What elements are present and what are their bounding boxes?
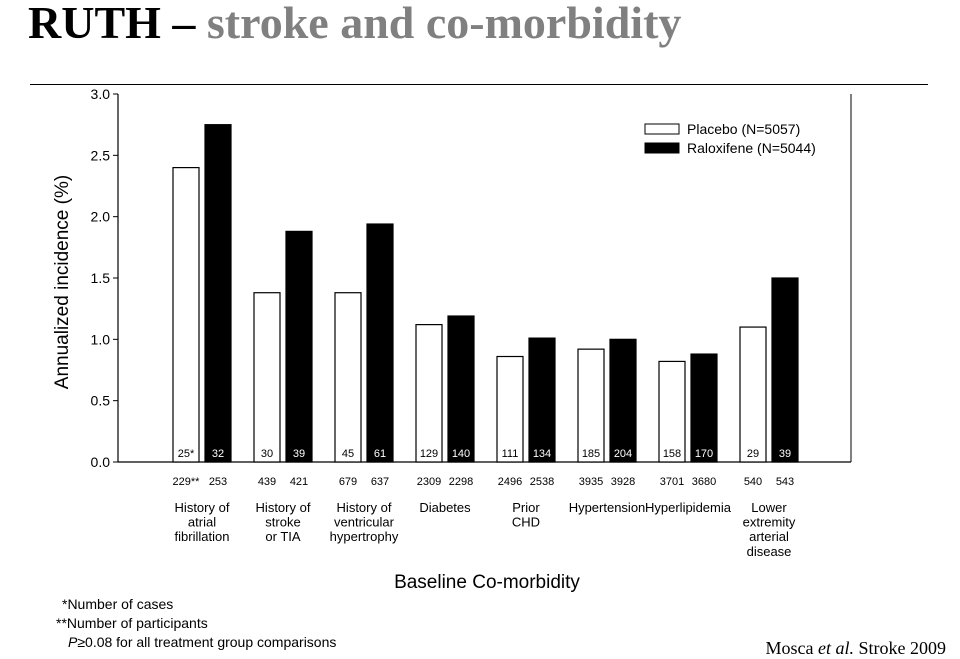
category-label: or TIA xyxy=(265,529,300,544)
category-label: hypertrophy xyxy=(330,529,399,544)
participant-count-label: 3928 xyxy=(611,476,635,488)
case-count-label: 29 xyxy=(747,448,759,460)
citation-etal: et al. xyxy=(818,638,854,658)
legend-swatch-raloxifene xyxy=(644,142,680,154)
case-count-label: 45 xyxy=(342,448,354,460)
participant-count-label: 543 xyxy=(776,476,794,488)
case-count-label: 39 xyxy=(779,448,791,460)
category-label: atrial xyxy=(188,515,216,530)
category-label: arterial xyxy=(749,529,789,544)
participant-count-label: 3680 xyxy=(692,476,716,488)
bar-placebo xyxy=(658,360,686,463)
bar-placebo xyxy=(415,324,443,463)
chart-bars xyxy=(172,124,799,463)
participant-count-label: 2298 xyxy=(449,476,473,488)
y-tick-label: 2.5 xyxy=(91,147,111,163)
case-count-label: 111 xyxy=(502,448,519,460)
chart-axes: 0.0 0.5 1.0 1.5 2.0 2.5 3.0 Annualized incidenc… xyxy=(52,86,852,593)
legend-swatch-placebo xyxy=(644,123,680,135)
footnote-p-text: ≥0.08 for all treatment group comparison… xyxy=(77,634,337,650)
x-axis-label: Baseline Co-morbidity xyxy=(394,572,580,593)
participant-count-label: 439 xyxy=(258,476,276,488)
participant-count-label: 421 xyxy=(290,476,308,488)
bar-raloxifene xyxy=(690,353,718,463)
case-count-label: 134 xyxy=(533,448,551,460)
category-label: disease xyxy=(747,544,792,559)
bar-placebo xyxy=(496,355,524,463)
bar-raloxifene xyxy=(447,315,475,463)
category-label: extremity xyxy=(743,515,796,530)
category-label: History of xyxy=(256,500,311,515)
participant-count-label: 679 xyxy=(339,476,357,488)
case-count-label: 30 xyxy=(261,448,273,460)
y-tick-label: 3.0 xyxy=(91,86,111,102)
footnote-cases: *Number of cases xyxy=(62,596,174,612)
footnote-p-symbol: P xyxy=(68,634,78,650)
bar-raloxifene xyxy=(771,277,799,463)
category-label: fibrillation xyxy=(175,529,230,544)
case-count-label: 39 xyxy=(293,448,305,460)
citation: Mosca et al. Stroke 2009 xyxy=(766,638,947,659)
citation-source: Stroke 2009 xyxy=(854,638,947,658)
bar-raloxifene xyxy=(528,337,556,463)
participant-count-label: 2496 xyxy=(498,476,522,488)
case-count-label: 185 xyxy=(582,448,600,460)
participant-count-label: 253 xyxy=(209,476,227,488)
case-count-label: 129 xyxy=(420,448,438,460)
legend-label-raloxifene: Raloxifene (N=5044) xyxy=(687,140,816,156)
title-main: RUTH xyxy=(28,0,161,48)
y-tick-label: 0.5 xyxy=(91,393,111,409)
footnotes: *Number of cases **Number of participant… xyxy=(56,595,336,652)
bar-raloxifene xyxy=(285,230,313,463)
case-count-label: 61 xyxy=(374,448,386,460)
participant-count-label: 229** xyxy=(173,476,201,488)
bar-raloxifene xyxy=(609,338,637,463)
title-rule xyxy=(30,84,928,85)
page-title: RUTH – stroke and co-morbidity xyxy=(28,0,681,52)
participant-count-label: 637 xyxy=(371,476,389,488)
participant-count-label: 540 xyxy=(744,476,762,488)
category-label: Diabetes xyxy=(419,500,471,515)
legend-label-placebo: Placebo (N=5057) xyxy=(687,121,800,137)
y-tick-label: 2.0 xyxy=(91,209,111,225)
bar-chart: 0.0 0.5 1.0 1.5 2.0 2.5 3.0 Annualized incidenc… xyxy=(52,86,852,593)
category-label: Hypertension xyxy=(569,500,646,515)
category-label: ventricular xyxy=(334,515,395,530)
case-count-label: 25* xyxy=(178,448,195,460)
category-label: Lower xyxy=(751,500,787,515)
case-count-label: 204 xyxy=(614,448,632,460)
chart-legend: Placebo (N=5057) Raloxifene (N=5044) xyxy=(644,121,816,156)
bar-placebo xyxy=(577,348,605,463)
case-count-label: 32 xyxy=(212,448,224,460)
y-tick-label: 1.0 xyxy=(91,331,111,347)
bar-raloxifene xyxy=(366,223,394,463)
participant-count-label: 2309 xyxy=(417,476,441,488)
y-tick-label: 0.0 xyxy=(91,454,111,470)
participant-count-label: 2538 xyxy=(530,476,554,488)
case-count-label: 140 xyxy=(452,448,470,460)
bar-placebo xyxy=(739,326,767,463)
bar-placebo xyxy=(334,292,362,463)
category-label: History of xyxy=(175,500,230,515)
bar-raloxifene xyxy=(204,124,232,463)
category-label: History of xyxy=(337,500,392,515)
y-axis-label: Annualized incidence (%) xyxy=(52,175,73,389)
footnote-participants: **Number of participants xyxy=(56,615,208,631)
category-label: stroke xyxy=(265,515,300,530)
y-tick-label: 1.5 xyxy=(91,270,111,286)
participant-count-label: 3701 xyxy=(660,476,684,488)
case-count-label: 158 xyxy=(663,448,681,460)
bar-placebo xyxy=(253,292,281,463)
category-label: CHD xyxy=(512,515,540,530)
bar-placebo xyxy=(172,167,200,463)
participant-count-label: 3935 xyxy=(579,476,603,488)
category-label: Prior xyxy=(512,500,540,515)
citation-author: Mosca xyxy=(765,638,818,658)
case-count-label: 170 xyxy=(695,448,713,460)
category-label: Hyperlipidemia xyxy=(645,500,732,515)
title-subtitle: stroke and co-morbidity xyxy=(206,0,682,48)
footnote-p-value: P≥0.08 for all treatment group compariso… xyxy=(56,633,336,652)
title-separator: – xyxy=(160,0,207,48)
